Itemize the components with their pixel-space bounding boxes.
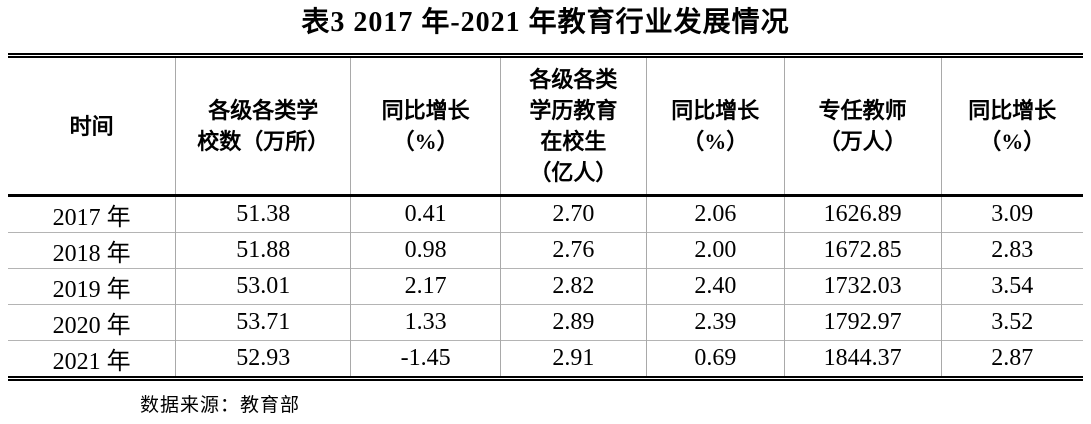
cell-schools: 52.93 <box>175 340 352 379</box>
table-row-2020: 2020 年 53.71 1.33 2.89 2.39 1792.97 3.52 <box>8 304 1083 341</box>
cell-teachers-yoy: 2.83 <box>941 232 1083 269</box>
cell-students-yoy: 2.00 <box>646 232 785 269</box>
header-line: 专任教师 <box>818 98 907 123</box>
cell-teachers: 1626.89 <box>784 195 942 233</box>
cell-teachers: 1672.85 <box>784 232 942 269</box>
cell-time: 2017 年 <box>8 195 177 233</box>
cell-schools: 51.88 <box>175 232 352 269</box>
cell-teachers-yoy: 3.09 <box>991 201 1034 227</box>
header-line: 同比增长 <box>968 98 1057 123</box>
header-line: 在校生 <box>540 129 607 154</box>
table-row-2018: 2018 年 51.88 0.98 2.76 2.00 1672.85 2.83 <box>8 232 1083 269</box>
data-source-note: 数据来源：教育部 <box>140 395 301 416</box>
cell-time: 2018 年 <box>8 232 177 269</box>
header-cell-teachers-yoy: 同比增长 （%） <box>941 55 1083 197</box>
cell-schools: 51.38 <box>175 195 352 233</box>
header-line: （%） <box>682 129 749 154</box>
cell-time: 2021 年 <box>8 340 177 379</box>
header-line: 同比增长 <box>381 98 470 123</box>
cell-students-yoy: 2.40 <box>646 268 785 305</box>
header-line: （%） <box>392 129 459 154</box>
cell-students: 2.70 <box>500 195 648 233</box>
cell-students-yoy: 2.39 <box>646 304 785 341</box>
cell-schools: 53.01 <box>175 268 352 305</box>
cell-teachers-yoy: 3.52 <box>941 304 1083 341</box>
header-cell-schools: 各级各类学 校数（万所） <box>175 55 352 197</box>
header-line: 学历教育 <box>529 98 618 123</box>
education-stats-table: 时间 各级各类学 校数（万所） 同比增长 （%） 各级各类 学历教育 在校生 （… <box>8 53 1083 381</box>
cell-students-yoy: 0.69 <box>646 340 785 379</box>
cell-teachers: 1732.03 <box>784 268 942 305</box>
cell-time: 2019 年 <box>8 268 177 305</box>
cell-students: 2.76 <box>500 232 648 269</box>
header-line: 各级各类 <box>529 67 618 92</box>
cell-students: 2.82 <box>500 268 648 305</box>
cell-teachers-yoy: 2.87 <box>941 340 1083 379</box>
header-line: （万人） <box>818 129 907 154</box>
table-title: 表3 2017 年-2021 年教育行业发展情况 <box>301 7 790 38</box>
cell-students: 2.91 <box>500 340 648 379</box>
cell-schools-yoy: -1.45 <box>350 340 501 379</box>
cell-schools-yoy: 1.33 <box>350 304 501 341</box>
header-cell-students: 各级各类 学历教育 在校生 （亿人） <box>500 55 648 197</box>
table-header-row: 时间 各级各类学 校数（万所） 同比增长 （%） 各级各类 学历教育 在校生 （… <box>8 55 1083 197</box>
header-cell-teachers: 专任教师 （万人） <box>784 55 942 197</box>
cell-teachers-yoy: 3.54 <box>941 268 1083 305</box>
header-cell-time: 时间 <box>8 55 177 197</box>
cell-schools-yoy: 0.98 <box>350 232 501 269</box>
header-line: 各级各类学 <box>208 98 319 123</box>
cell-teachers: 1844.37 <box>784 340 942 379</box>
header-line: 校数（万所） <box>197 129 330 154</box>
cell-students-yoy: 2.06 <box>646 195 785 233</box>
cell-teachers: 1792.97 <box>784 304 942 341</box>
header-line: 同比增长 <box>671 98 760 123</box>
table-row-2021: 2021 年 52.93 -1.45 2.91 0.69 1844.37 2.8… <box>8 340 1083 379</box>
header-cell-students-yoy: 同比增长 （%） <box>646 55 785 197</box>
header-line: 时间 <box>69 113 114 139</box>
header-cell-schools-yoy: 同比增长 （%） <box>350 55 501 197</box>
header-line: （%） <box>979 129 1046 154</box>
cell-students: 2.89 <box>500 304 648 341</box>
cell-schools-yoy: 2.17 <box>350 268 501 305</box>
cell-time: 2020 年 <box>8 304 177 341</box>
table-row-2019: 2019 年 53.01 2.17 2.82 2.40 1732.03 3.54 <box>8 268 1083 305</box>
cell-schools: 53.71 <box>175 304 352 341</box>
header-line: （亿人） <box>529 160 618 185</box>
cell-schools-yoy: 0.41 <box>350 195 501 233</box>
table-row-2017: 2017 年 51.38 0.41 2.70 2.06 1626.89 3.09 <box>8 195 1083 233</box>
